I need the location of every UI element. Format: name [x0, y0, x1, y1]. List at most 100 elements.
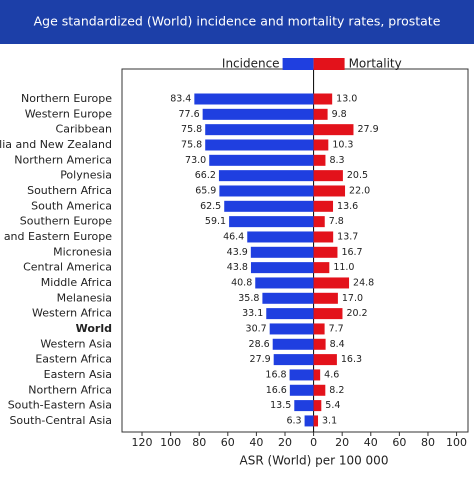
category-label: Melanesia [57, 291, 112, 304]
value-label: 28.6 [249, 339, 270, 350]
value-label: 27.9 [250, 354, 271, 365]
value-label: 43.8 [227, 262, 248, 273]
category-label: Eastern Asia [44, 368, 112, 381]
bar [313, 262, 330, 274]
value-label: 75.8 [181, 124, 202, 135]
value-label: 27.9 [357, 124, 378, 135]
bar [313, 292, 338, 304]
bar [224, 200, 314, 212]
bar [313, 246, 338, 258]
value-label: 13.6 [337, 201, 358, 212]
legend-swatch [313, 58, 345, 70]
category-label: Australia and New Zealand [0, 138, 112, 151]
bar [269, 323, 314, 335]
value-label: 3.1 [322, 415, 337, 426]
value-label: 43.9 [227, 247, 248, 258]
x-tick-label: 60 [221, 436, 235, 449]
value-label: 24.8 [353, 277, 374, 288]
value-label: 16.7 [341, 247, 362, 258]
value-label: 66.2 [195, 170, 216, 181]
value-label: 65.9 [195, 185, 216, 196]
value-label: 40.8 [231, 277, 252, 288]
value-label: 16.6 [266, 385, 287, 396]
bar [250, 262, 314, 274]
value-label: 59.1 [205, 216, 226, 227]
x-tick-label: 0 [310, 436, 317, 449]
category-label: Central America [23, 261, 112, 274]
bar [313, 338, 326, 350]
value-label: 7.8 [329, 216, 344, 227]
bar [202, 108, 314, 120]
category-label: Northern Africa [28, 383, 112, 396]
legend-swatch [282, 58, 314, 70]
category-label: Southern Europe [20, 215, 112, 228]
category-label: Southern Africa [27, 184, 112, 197]
category-label: World [76, 322, 112, 335]
bar [250, 246, 314, 258]
bar [289, 384, 314, 396]
bar [313, 384, 326, 396]
category-label: Western Africa [32, 307, 112, 320]
x-tick-label: 80 [421, 436, 435, 449]
bar [313, 170, 343, 182]
value-label: 20.2 [346, 308, 367, 319]
category-label: Middle Africa [41, 276, 112, 289]
value-label: 77.6 [178, 109, 199, 120]
bar [313, 93, 333, 105]
value-label: 17.0 [342, 293, 363, 304]
value-label: 33.1 [242, 308, 263, 319]
bar [205, 124, 314, 136]
bar [209, 154, 314, 166]
value-label: 11.0 [333, 262, 354, 273]
x-tick-label: 120 [132, 436, 153, 449]
category-label: Eastern Africa [35, 353, 112, 366]
bar [313, 323, 325, 335]
bar [313, 231, 334, 243]
bar [313, 277, 350, 289]
category-label: Northern Europe [21, 92, 112, 105]
bar [255, 277, 314, 289]
x-tick-label: 60 [392, 436, 406, 449]
title-bar [0, 0, 474, 44]
category-label: South-Central Asia [9, 414, 112, 427]
category-label: Caribbean [56, 123, 112, 136]
value-label: 7.7 [329, 323, 344, 334]
bar [194, 93, 314, 105]
bar [313, 308, 343, 320]
category-label: Western Europe [25, 107, 113, 120]
x-tick-label: 100 [446, 436, 467, 449]
chart-title: Age standardized (World) incidence and m… [34, 14, 441, 29]
bar [273, 354, 314, 366]
bar [272, 338, 314, 350]
bar [313, 124, 354, 136]
x-tick-label: 80 [192, 436, 206, 449]
bar [205, 139, 314, 151]
value-label: 6.3 [286, 415, 301, 426]
value-label: 20.5 [347, 170, 368, 181]
value-label: 30.7 [246, 323, 267, 334]
x-axis-label: ASR (World) per 100 000 [240, 454, 389, 468]
bar [262, 292, 314, 304]
value-label: 8.2 [329, 385, 344, 396]
bar [313, 108, 328, 120]
x-tick-label: 100 [160, 436, 181, 449]
bar [313, 369, 321, 381]
bar [313, 154, 326, 166]
category-label: South America [31, 199, 112, 212]
bar [218, 170, 314, 182]
value-label: 8.4 [330, 339, 345, 350]
bar [313, 200, 334, 212]
bar [313, 185, 346, 197]
bar [266, 308, 314, 320]
value-label: 5.4 [325, 400, 340, 411]
value-label: 16.3 [341, 354, 362, 365]
legend-label: Mortality [349, 57, 402, 71]
x-tick-label: 20 [335, 436, 349, 449]
value-label: 10.3 [332, 139, 353, 150]
category-label: South-Eastern Asia [8, 399, 112, 412]
bar [229, 216, 314, 228]
bar [219, 185, 314, 197]
x-tick-label: 40 [249, 436, 263, 449]
value-label: 73.0 [185, 155, 206, 166]
